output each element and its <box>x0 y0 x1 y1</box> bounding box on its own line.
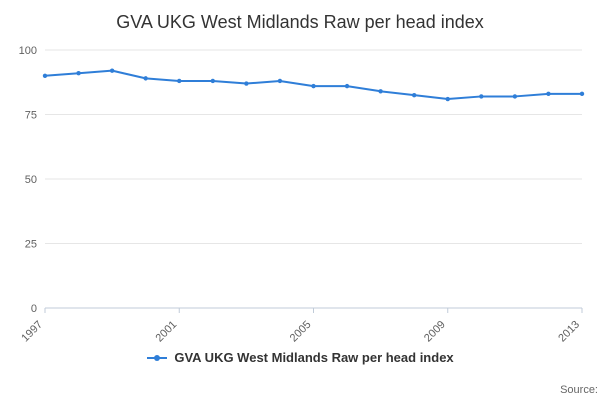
data-point <box>411 92 417 98</box>
y-tick-label: 25 <box>25 239 37 251</box>
y-tick-label: 0 <box>31 303 37 315</box>
x-tick-label: 2001 <box>154 319 180 345</box>
line-chart: 0 25 50 75 100 1997 2001 2005 2009 2013 <box>19 45 585 345</box>
data-point <box>512 94 518 99</box>
y-tick-label: 75 <box>25 110 37 122</box>
data-point <box>177 78 182 84</box>
data-point <box>210 78 216 84</box>
y-tick-label: 100 <box>19 45 37 57</box>
data-point <box>109 68 115 73</box>
y-tick-label: 50 <box>25 174 37 186</box>
data-point <box>42 73 48 78</box>
data-point <box>244 81 249 86</box>
data-point <box>311 83 316 89</box>
chart-title: GVA UKG West Midlands Raw per head index <box>116 12 484 32</box>
legend-line-icon <box>147 354 168 361</box>
data-point <box>479 94 484 99</box>
data-point <box>546 91 551 97</box>
data-point <box>344 83 350 89</box>
data-point <box>378 89 383 94</box>
data-point <box>579 91 585 97</box>
data-point <box>76 71 81 76</box>
x-tick-label: 2013 <box>556 319 582 345</box>
data-point <box>277 78 283 84</box>
x-tick-label: 1997 <box>19 319 45 345</box>
x-tick-label: 2009 <box>422 319 448 345</box>
legend-label: GVA UKG West Midlands Raw per head index <box>174 350 454 365</box>
source-note: Source: <box>560 384 598 396</box>
x-tick-label: 2005 <box>288 319 314 345</box>
data-point <box>143 76 148 81</box>
legend-item[interactable]: GVA UKG West Midlands Raw per head index <box>0 350 600 365</box>
data-point <box>445 96 450 102</box>
